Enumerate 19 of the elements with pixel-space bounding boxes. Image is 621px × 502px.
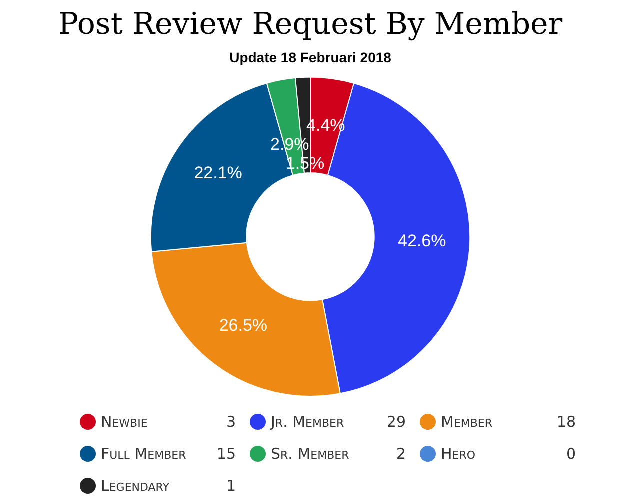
text: 15 (216, 445, 236, 463)
text: 18 (556, 413, 576, 431)
legend-label: Full Member (101, 445, 188, 463)
chart-subtitle: Update 18 Februari 2018 (230, 49, 392, 66)
chart-title: Post Review Request By Member (58, 6, 564, 42)
data-label: 26.5% (219, 316, 268, 335)
data-label: 42.6% (398, 232, 446, 250)
text: 3 (225, 413, 236, 431)
legend-label: Newbie (101, 413, 149, 431)
text: 2 (395, 445, 406, 463)
text: 0 (565, 445, 576, 463)
legend-label: Member (441, 413, 494, 431)
legend-label: Sr. Member (271, 445, 350, 463)
data-label: 22.1% (194, 164, 242, 182)
text: 1 (225, 477, 236, 495)
legend-label: Legendary (101, 477, 170, 495)
legend-label: Jr. Member (271, 413, 346, 431)
legend-label: Hero (441, 445, 477, 463)
text: 29 (386, 413, 406, 431)
